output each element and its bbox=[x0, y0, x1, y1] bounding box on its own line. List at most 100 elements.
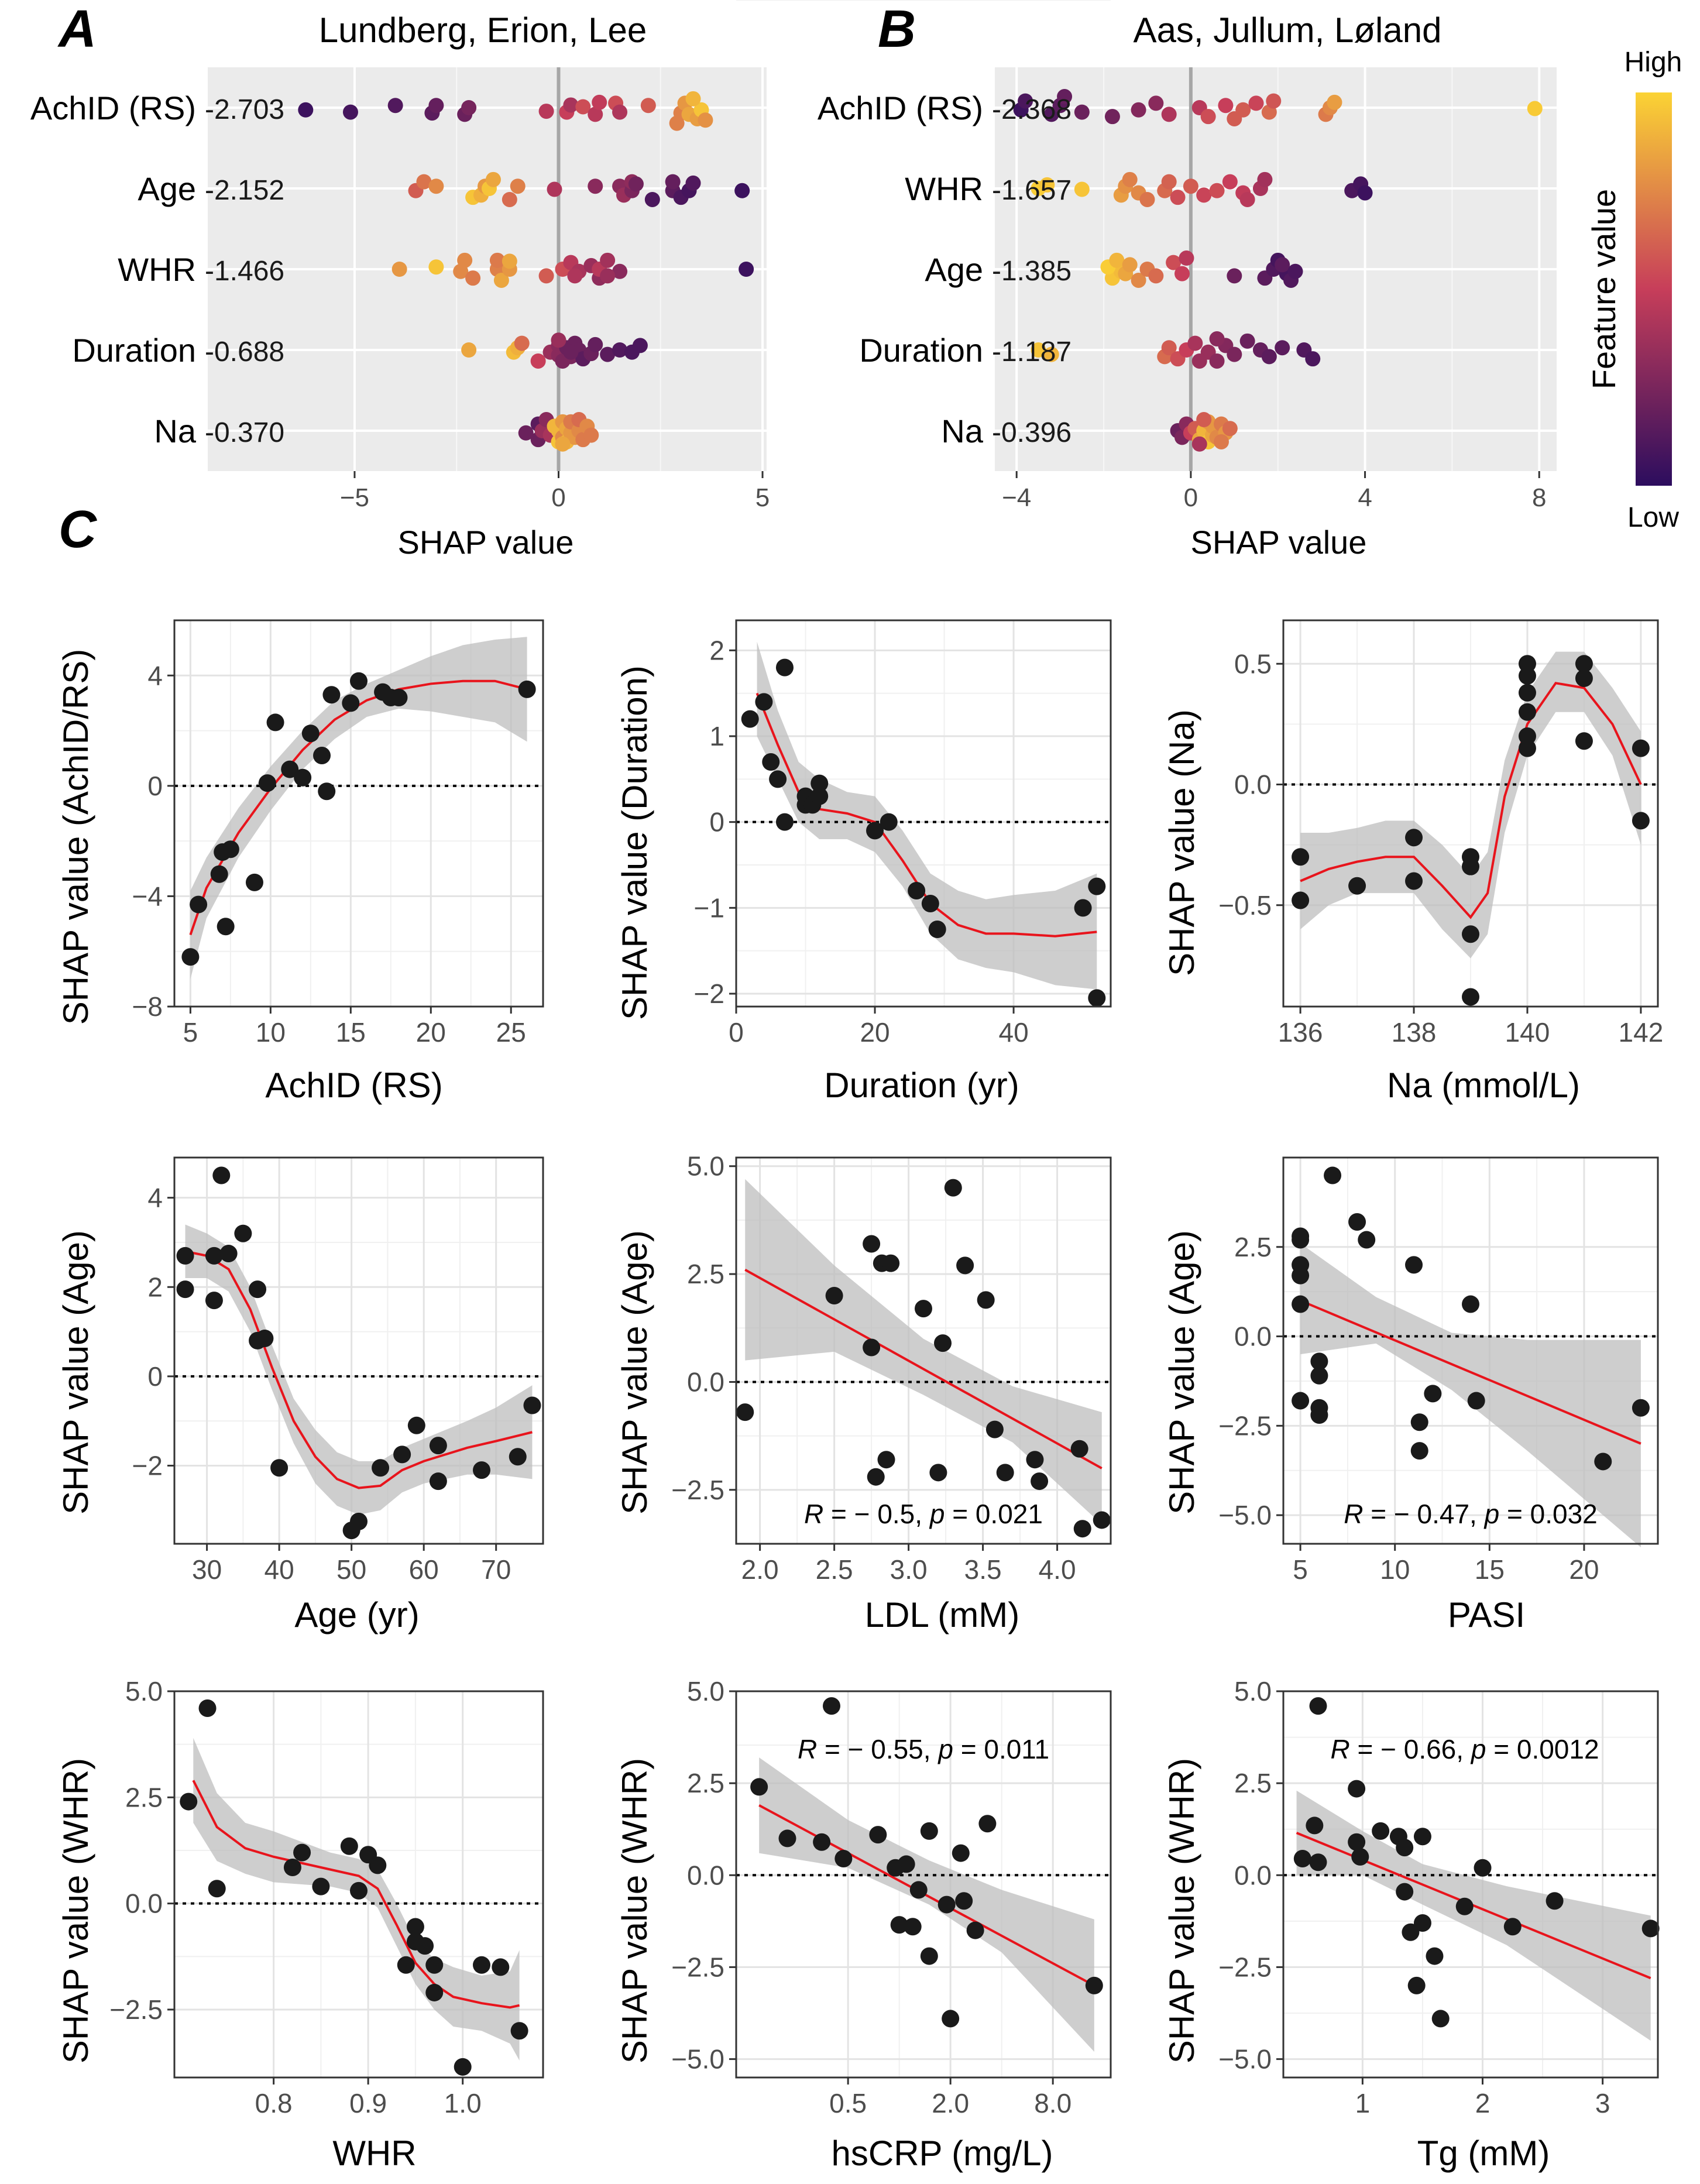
data-point bbox=[1575, 732, 1593, 750]
y-tick-label: 4 bbox=[147, 660, 163, 691]
y-axis-label: SHAP value (AchID/RS) bbox=[56, 649, 95, 1025]
shap-point bbox=[1122, 257, 1138, 273]
shap-point bbox=[465, 270, 481, 286]
data-point bbox=[176, 1246, 194, 1265]
x-tick-label: 8.0 bbox=[1034, 2088, 1071, 2118]
shap-point bbox=[1148, 95, 1164, 111]
data-point bbox=[921, 895, 939, 912]
shap-point bbox=[1227, 346, 1242, 362]
panel-label-c: C bbox=[59, 500, 98, 559]
x-tick-label: 3.0 bbox=[890, 1554, 928, 1585]
x-tick-label: 4 bbox=[1358, 483, 1372, 512]
data-point bbox=[1292, 848, 1310, 866]
data-point bbox=[1410, 1442, 1428, 1460]
data-point bbox=[1324, 1166, 1342, 1184]
data-point bbox=[934, 1334, 952, 1352]
plot-area: 0.5 2.0 8.0 −5.0 −2.5 0.0 2.5 5.0 R = − 0.55, p … bbox=[671, 0, 1112, 2118]
plot-area: 136 138 140 142 −0.5 0.0 0.5 bbox=[1218, 619, 1663, 1048]
shap-point bbox=[1266, 93, 1282, 109]
data-point bbox=[755, 693, 773, 711]
data-point bbox=[181, 948, 200, 966]
correlation-annotation: R = − 0.47, p = 0.032 bbox=[1344, 1499, 1598, 1529]
shap-point bbox=[1305, 351, 1321, 367]
shap-point bbox=[600, 252, 616, 268]
data-point bbox=[1396, 1883, 1414, 1901]
annotation-part: p bbox=[929, 1499, 945, 1529]
data-point bbox=[245, 873, 263, 891]
x-tick-label: 70 bbox=[481, 1554, 511, 1585]
data-point bbox=[769, 770, 787, 788]
annotation-part: = − 0.55, bbox=[817, 1734, 938, 1764]
data-point bbox=[741, 710, 759, 728]
data-point bbox=[1292, 1231, 1310, 1249]
data-point bbox=[1594, 1452, 1612, 1471]
x-tick-label: 0.5 bbox=[829, 2088, 867, 2118]
x-axis-label: Na (mmol/L) bbox=[1387, 1066, 1580, 1105]
data-point bbox=[1073, 1520, 1091, 1538]
data-point bbox=[1413, 1914, 1431, 1932]
annotation-part: R bbox=[1330, 1734, 1349, 1764]
data-point bbox=[1641, 1919, 1660, 1938]
y-axis-label: SHAP value (WHR) bbox=[615, 1758, 654, 2063]
y-tick-label: −5.0 bbox=[1218, 2044, 1272, 2075]
shap-point bbox=[502, 191, 517, 207]
data-point bbox=[866, 822, 884, 840]
shap-point bbox=[588, 178, 603, 194]
x-tick-label: 136 bbox=[1278, 1017, 1323, 1048]
data-point bbox=[909, 1881, 928, 1899]
data-point bbox=[834, 1850, 853, 1867]
shap-point bbox=[1327, 94, 1342, 110]
annotation-part: p bbox=[1470, 1734, 1486, 1764]
data-point bbox=[977, 1291, 995, 1309]
shap-point bbox=[1131, 272, 1146, 288]
data-point bbox=[1372, 1822, 1390, 1840]
shap-point bbox=[640, 98, 656, 114]
importance-label: -0.370 bbox=[205, 417, 284, 448]
data-point bbox=[510, 2022, 528, 2040]
annotation-part: R bbox=[1344, 1499, 1363, 1529]
data-point bbox=[778, 1829, 796, 1848]
data-point bbox=[1474, 1859, 1492, 1877]
shap-point bbox=[632, 338, 648, 353]
panel-border bbox=[173, 619, 544, 1008]
y-tick-label: 2.5 bbox=[687, 1768, 724, 1798]
shap-point bbox=[592, 94, 607, 110]
plot-area: 5 10 15 20 25 −8 −4 0 4 bbox=[132, 619, 544, 1048]
data-point bbox=[908, 882, 926, 899]
data-point bbox=[198, 1699, 217, 1718]
data-point bbox=[1292, 891, 1310, 909]
data-point bbox=[393, 1445, 411, 1464]
shap-point bbox=[1235, 102, 1251, 118]
data-point bbox=[1518, 703, 1536, 721]
shap-point bbox=[1227, 268, 1242, 284]
shap-point bbox=[1191, 436, 1207, 452]
feature-label: Age bbox=[925, 251, 983, 288]
shap-point bbox=[1043, 346, 1059, 362]
y-tick-label: 0.0 bbox=[687, 1366, 724, 1397]
shap-point bbox=[1218, 98, 1234, 114]
x-tick-label: 0.8 bbox=[255, 2088, 293, 2118]
shap-point bbox=[298, 102, 314, 118]
shap-point bbox=[1275, 257, 1290, 273]
y-tick-label: 0.0 bbox=[687, 1860, 724, 1890]
shap-point bbox=[644, 191, 660, 207]
data-point bbox=[208, 1880, 226, 1898]
importance-label: -1.187 bbox=[992, 336, 1071, 368]
data-point bbox=[955, 1892, 973, 1910]
data-point bbox=[1546, 1892, 1564, 1910]
data-point bbox=[406, 1918, 424, 1936]
data-point bbox=[1424, 1385, 1442, 1403]
x-tick-label: 140 bbox=[1505, 1017, 1550, 1048]
data-point bbox=[928, 921, 946, 938]
shap-point bbox=[1248, 95, 1264, 111]
shap-point bbox=[1527, 101, 1543, 116]
shap-point bbox=[1213, 434, 1229, 449]
data-point bbox=[234, 1224, 252, 1242]
data-point bbox=[1351, 1848, 1369, 1866]
data-point bbox=[293, 1843, 311, 1862]
shap-point bbox=[1104, 109, 1120, 125]
data-point bbox=[966, 1921, 984, 1939]
shap-point bbox=[1183, 178, 1198, 194]
shap-point bbox=[563, 97, 579, 113]
